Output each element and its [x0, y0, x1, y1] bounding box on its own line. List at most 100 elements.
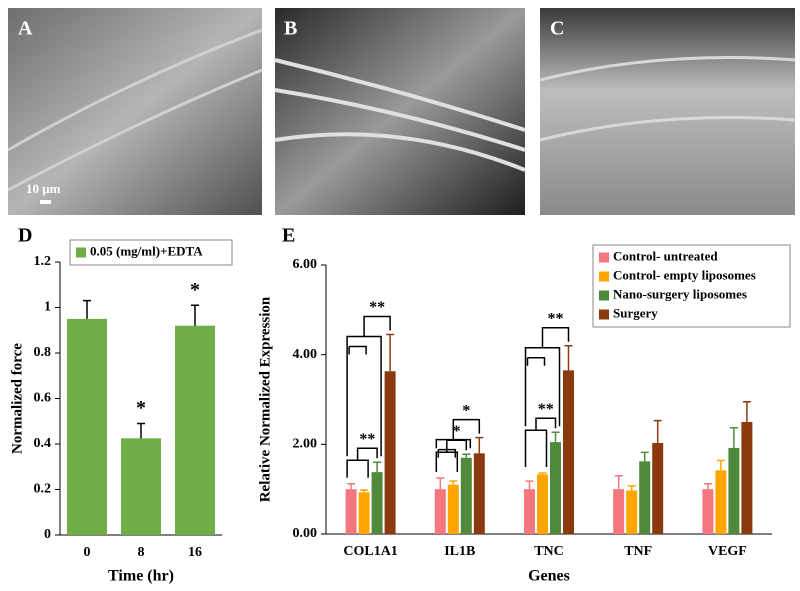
legend-label: Control- untreated	[613, 248, 718, 263]
bar	[626, 490, 638, 534]
y-tick-label: 6.00	[293, 257, 318, 272]
y-tick-label: 0.2	[34, 482, 52, 497]
x-axis-label: Time (hr)	[108, 568, 174, 585]
y-tick-label: 1.2	[34, 254, 52, 269]
legend-box	[69, 239, 233, 266]
comparison-label: **	[369, 299, 385, 316]
error-bar	[360, 489, 369, 493]
texture	[539, 56, 796, 142]
legend-swatch	[599, 290, 609, 301]
legend-label: 0.05 (mg/ml)+EDTA	[90, 243, 203, 258]
bar	[384, 371, 396, 534]
significance: *	[190, 279, 200, 301]
error-bar	[640, 451, 649, 462]
error-bar	[386, 333, 395, 372]
y-axis-label: Relative Normalized Expression	[257, 296, 273, 502]
bar	[537, 474, 548, 534]
error-bar	[462, 453, 471, 458]
y-tick-label: 1	[44, 300, 51, 315]
error-bar	[551, 431, 560, 443]
bar	[175, 325, 215, 535]
x-tick-label: VEGF	[708, 544, 747, 559]
bracket	[435, 418, 481, 458]
y-tick-label: 0	[44, 527, 51, 542]
legend-swatch	[76, 247, 86, 258]
legend-swatch	[599, 309, 609, 320]
error-bar	[564, 344, 573, 371]
y-tick-label: 0.00	[293, 526, 318, 541]
legend-swatch	[599, 252, 609, 263]
bar	[345, 489, 357, 534]
legend-label: Control- empty liposomes	[613, 267, 756, 282]
bar	[121, 438, 161, 535]
x-tick-label: 8	[138, 545, 145, 560]
bracket	[346, 315, 391, 457]
error-bar	[83, 299, 91, 319]
y-tick-label: 2.00	[293, 437, 318, 452]
sem-image	[275, 8, 525, 215]
bar	[715, 470, 727, 534]
comparison-label: *	[462, 402, 470, 419]
bar	[524, 489, 535, 534]
bar	[67, 318, 107, 535]
error-bar	[538, 472, 547, 475]
y-axis-label: Normalized force	[9, 343, 25, 454]
bar	[473, 453, 485, 534]
y-tick-label: 0.6	[34, 391, 52, 406]
significance: *	[136, 397, 146, 419]
bar	[639, 461, 651, 534]
x-tick-label: IL1B	[444, 544, 475, 559]
error-bar	[373, 461, 382, 473]
scale-bar	[40, 200, 51, 204]
bar	[652, 442, 664, 534]
bar	[434, 489, 446, 534]
error-bar	[475, 436, 484, 454]
error-bar	[137, 422, 145, 439]
bar	[613, 489, 625, 534]
texture	[274, 58, 526, 172]
error-bar	[449, 480, 458, 485]
comparison-label: *	[453, 423, 461, 440]
x-tick-label: TNC	[534, 544, 564, 559]
y-tick-label: 0.4	[34, 436, 52, 451]
legend-label: Surgery	[613, 305, 658, 320]
bar	[728, 447, 740, 534]
x-tick-label: 16	[188, 545, 202, 560]
bar	[702, 489, 714, 534]
bar	[358, 492, 370, 534]
legend-box	[592, 244, 791, 328]
x-tick-label: COL1A1	[343, 544, 397, 559]
panel-label: B	[284, 18, 297, 40]
error-bar	[436, 477, 445, 490]
panel-label: C	[550, 18, 564, 40]
x-axis-label: Genes	[528, 568, 570, 585]
bracket	[524, 326, 570, 427]
error-bar	[703, 483, 712, 490]
y-tick-label: 0.8	[34, 345, 52, 360]
comparison-label: **	[359, 431, 375, 448]
bracket	[524, 417, 557, 468]
legend-swatch	[599, 271, 609, 282]
error-bar	[742, 400, 751, 422]
error-bar	[347, 483, 356, 490]
error-bar	[191, 304, 199, 326]
panel-label: E	[282, 225, 295, 247]
sem-image	[8, 8, 262, 215]
sem-image	[540, 8, 795, 215]
error-bar	[525, 480, 534, 490]
x-tick-label: TNF	[624, 544, 652, 559]
bar	[447, 484, 459, 534]
error-bar	[614, 474, 623, 490]
bar	[741, 421, 753, 534]
bar	[460, 457, 472, 534]
bar	[563, 370, 574, 534]
texture	[7, 28, 263, 192]
panel-label: D	[18, 225, 32, 247]
y-tick-label: 4.00	[293, 347, 318, 362]
error-bar	[729, 426, 738, 448]
panel-label: A	[18, 18, 33, 40]
bracket	[346, 447, 378, 478]
error-bar	[716, 459, 725, 471]
scale-label: 10 μm	[26, 181, 61, 196]
